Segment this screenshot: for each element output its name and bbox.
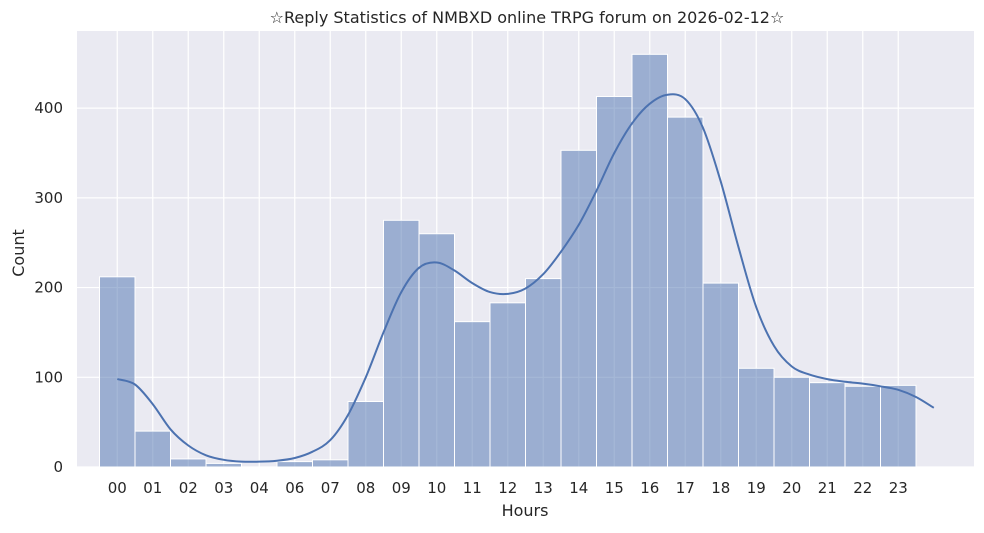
- bar-19: [738, 367, 775, 468]
- x-tick-label: 07: [321, 479, 340, 497]
- bar-00: [99, 276, 136, 468]
- bar-14: [560, 149, 597, 468]
- x-tick-label: 12: [498, 479, 517, 497]
- bar-22: [844, 385, 881, 468]
- x-tick-label: 15: [605, 479, 624, 497]
- bar-01: [134, 430, 171, 468]
- x-tick-label: 14: [569, 479, 588, 497]
- bar-11: [454, 321, 491, 468]
- bar-08: [347, 401, 384, 468]
- bar-16: [631, 53, 668, 468]
- y-axis-label: Count: [9, 229, 28, 277]
- y-tick-label: 300: [34, 189, 63, 207]
- x-tick-label: 19: [747, 479, 766, 497]
- bar-07: [312, 459, 349, 468]
- bar-23: [880, 384, 917, 468]
- bar-06: [276, 461, 313, 468]
- bar-12: [489, 302, 526, 468]
- bar-09: [383, 219, 420, 468]
- y-tick-label: 0: [53, 458, 63, 476]
- bar-03: [205, 462, 242, 468]
- y-tick-label: 100: [34, 368, 63, 386]
- x-tick-label: 08: [356, 479, 375, 497]
- bar-21: [809, 382, 846, 468]
- x-axis-label: Hours: [502, 501, 549, 520]
- x-tick-label: 13: [534, 479, 553, 497]
- y-tick-label: 200: [34, 279, 63, 297]
- x-tick-label: 17: [676, 479, 695, 497]
- bar-20: [773, 376, 810, 468]
- x-tick-label: 01: [143, 479, 162, 497]
- x-tick-label: 02: [179, 479, 198, 497]
- x-tick-label: 22: [853, 479, 872, 497]
- x-tick-label: 00: [108, 479, 127, 497]
- x-tick-label: 06: [285, 479, 304, 497]
- x-tick-label: 04: [250, 479, 269, 497]
- bar-18: [702, 282, 739, 468]
- x-tick-label: 10: [427, 479, 446, 497]
- x-tick-label: 16: [640, 479, 659, 497]
- bar-15: [596, 95, 633, 468]
- x-tick-label: 20: [782, 479, 801, 497]
- y-tick-labels: 0 100 200 300 400: [34, 99, 63, 476]
- bar-17: [667, 116, 704, 468]
- x-tick-label: 18: [711, 479, 730, 497]
- chart-title: ☆Reply Statistics of NMBXD online TRPG f…: [270, 8, 785, 27]
- x-tick-labels: 00 01 02 03 04 06 07 08 09 10 11 12 13 14 15 16 17 18 19 20…: [108, 479, 908, 497]
- bar-02: [170, 458, 207, 468]
- y-tick-label: 400: [34, 99, 63, 117]
- x-tick-label: 03: [214, 479, 233, 497]
- x-tick-label: 09: [392, 479, 411, 497]
- x-tick-label: 21: [818, 479, 837, 497]
- bar-13: [525, 278, 562, 468]
- kde-curve: [117, 93, 935, 463]
- x-tick-label: 23: [889, 479, 908, 497]
- x-tick-label: 11: [463, 479, 482, 497]
- bar-10: [418, 233, 455, 468]
